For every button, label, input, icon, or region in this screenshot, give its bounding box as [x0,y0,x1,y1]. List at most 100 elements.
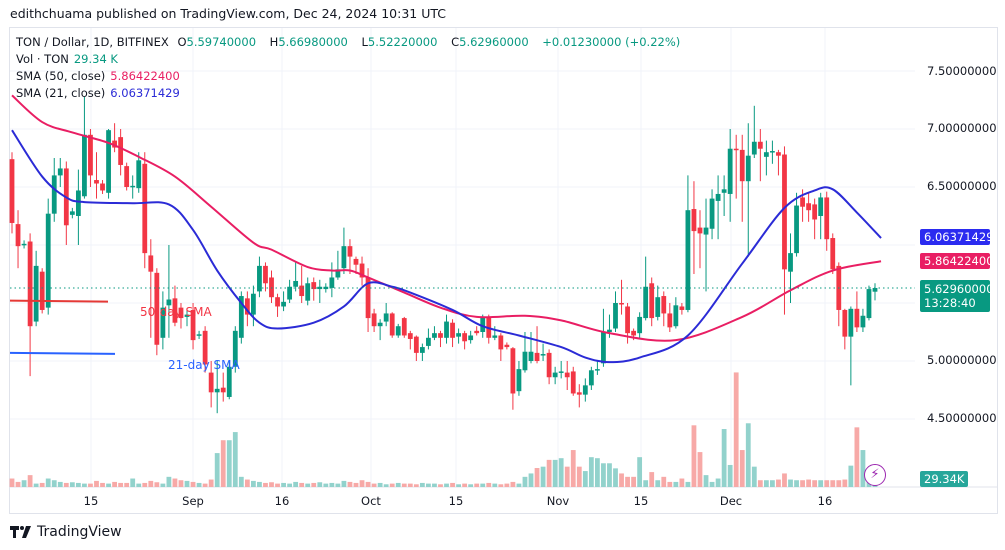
volume-bar [371,483,377,487]
volume-bar [359,480,365,487]
candle-body [190,309,196,341]
volume-bar [661,476,667,487]
candle-body [335,269,341,278]
volume-bar [88,483,93,487]
time-tick: 16 [274,494,290,508]
volume-tag: 29.34K [920,471,968,487]
candle-body [305,283,311,301]
volume-bar [444,483,449,487]
volume-bar [576,466,582,487]
candle-body [872,287,878,292]
sma50-line [11,94,882,342]
candle-body [745,155,751,182]
volume-bar [275,483,280,487]
volume-bar [655,480,661,487]
candle-body [383,313,389,322]
candle-body [848,308,854,337]
volume-bar [818,480,824,487]
candle-body [9,159,15,223]
candle-body [389,313,395,336]
candle-body [39,271,45,310]
volume-legend: Vol · TON 29.34 K [16,52,118,66]
sma21-legend: SMA (21, close) 6.06371429 [16,86,180,100]
candle-body [359,263,365,278]
volume-bar [770,480,775,487]
candle-body [576,392,582,395]
volume-bar [625,476,630,487]
candle-body [601,332,606,364]
candle-body [401,318,407,336]
candle-body [492,335,498,338]
volume-bar [510,481,516,487]
tradingview-logo[interactable]: TradingView [10,524,122,540]
volume-bar [558,458,564,487]
symbol-legend: TON / Dollar, 1D, BITFINEX O5.59740000 H… [16,35,681,49]
candle-body [124,166,130,187]
volume-bar [202,483,208,487]
candle-body [679,306,685,310]
lightning-icon[interactable]: ⚡ [864,464,886,486]
candle-body [516,369,522,392]
candle-body [824,197,830,240]
candle-body [419,347,425,353]
volume-bar [335,483,341,487]
candle-body [21,243,27,246]
volume-bar [196,482,202,487]
candle-body [293,280,299,287]
volume-bar [763,480,769,487]
volume-bar [480,483,486,487]
candle-body [510,348,516,394]
time-tick: 15 [83,494,99,508]
candle-body [703,227,709,235]
candle-body [75,190,81,216]
volume-bar [588,457,594,487]
candle-body [498,335,504,350]
price-tick: 6.50000000 [927,179,997,193]
sma50-value: 5.86422400 [110,69,180,83]
candle-body [800,197,805,207]
candle-body [106,130,111,193]
candle-body [118,137,124,165]
time-tick: 16 [817,494,833,508]
candle-body [552,372,558,378]
volume-bar [492,483,498,487]
candle-body [691,209,697,232]
candle-body [184,314,190,317]
candle-body [341,246,347,269]
candle-body [27,241,33,327]
candle-body [365,277,371,319]
volume-bar [263,482,268,487]
volume-bar [51,480,57,487]
candle-body [685,210,691,310]
volume-bar [540,466,546,487]
volume-bar [190,481,196,487]
volume-bar [462,483,468,487]
volume-bar [281,482,286,487]
volume-bar [800,480,805,487]
volume-bar [860,450,866,487]
candle-body [733,148,739,151]
candle-body [347,246,353,257]
candle-body [413,336,419,353]
volume-bar [806,479,812,487]
candle-body [474,330,480,334]
price-tick: 7.00000000 [927,121,997,135]
candle-body [480,316,486,332]
volume-bar [214,453,220,487]
volume-bar [727,464,733,487]
volume-bar [287,483,293,487]
sma21-price-tag: 6.06371429 [920,229,994,245]
candle-body [178,307,184,319]
candle-body [88,134,93,176]
candle-body [582,385,588,395]
candle-body [275,297,280,307]
candle-body [830,238,836,270]
candle-body [715,193,721,201]
volume-bar [136,483,142,487]
volume-bar [184,480,190,487]
candle-body [673,305,679,327]
volume-bar [257,481,262,487]
candle-body [407,333,413,339]
volume-bar [305,483,311,487]
